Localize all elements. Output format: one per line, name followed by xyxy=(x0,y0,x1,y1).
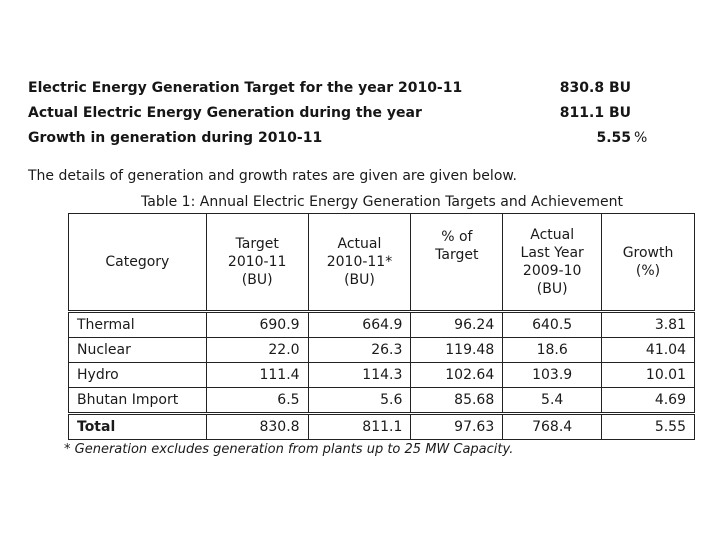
cell-pct: 119.48 xyxy=(410,337,504,363)
cell-target: 22.0 xyxy=(205,337,309,363)
table-row-nuclear: Nuclear 22.0 26.3 119.48 18.6 41.04 xyxy=(68,337,695,363)
cell-target: 830.8 xyxy=(205,413,309,440)
summary-number: 811.1 xyxy=(559,105,605,121)
header-growth: Growth (%) xyxy=(601,213,695,312)
cell-growth: 41.04 xyxy=(601,337,695,363)
cell-last-year: 640.5 xyxy=(502,311,603,338)
cell-growth: 3.81 xyxy=(601,311,695,338)
cell-target: 690.9 xyxy=(205,311,309,338)
summary-label: Electric Energy Generation Target for th… xyxy=(28,80,463,96)
cell-actual: 26.3 xyxy=(307,337,412,363)
summary-number: 830.8 xyxy=(559,80,605,96)
cell-last-year: 18.6 xyxy=(502,337,603,363)
summary-label: Growth in generation during 2010-11 xyxy=(28,130,323,146)
header-line: Growth xyxy=(622,245,674,261)
header-line: Actual xyxy=(337,236,382,252)
table-row-hydro: Hydro 111.4 114.3 102.64 103.9 10.01 xyxy=(68,362,695,388)
cell-target: 6.5 xyxy=(205,387,309,414)
header-line: (%) xyxy=(635,263,661,279)
table-row-total: Total 830.8 811.1 97.63 768.4 5.55 xyxy=(68,413,695,440)
summary-value: 5.55 xyxy=(596,130,631,146)
cell-actual: 5.6 xyxy=(307,387,412,414)
cell-growth: 5.55 xyxy=(601,413,695,440)
cell-category: Total xyxy=(68,413,207,440)
intro-text: The details of generation and growth rat… xyxy=(28,168,517,184)
header-line: 2009-10 xyxy=(522,263,582,279)
summary-label: Actual Electric Energy Generation during… xyxy=(28,105,422,121)
summary-row-target: Electric Energy Generation Target for th… xyxy=(28,76,668,101)
cell-growth: 4.69 xyxy=(601,387,695,414)
cell-pct: 96.24 xyxy=(410,311,504,338)
cell-last-year: 5.4 xyxy=(502,387,603,414)
cell-pct: 97.63 xyxy=(410,413,504,440)
header-line: Category xyxy=(105,254,170,270)
header-line: Target xyxy=(235,236,279,252)
cell-category: Thermal xyxy=(68,311,207,338)
header-line: (BU) xyxy=(241,272,273,288)
header-line: (BU) xyxy=(344,272,375,288)
header-category: Category xyxy=(68,213,207,312)
header-actual: Actual 2010-11* (BU) xyxy=(307,213,412,312)
cell-target: 111.4 xyxy=(205,362,309,388)
header-target: Target 2010-11 (BU) xyxy=(205,213,309,312)
table-row-thermal: Thermal 690.9 664.9 96.24 640.5 3.81 xyxy=(68,311,695,338)
header-line: (BU) xyxy=(536,281,568,297)
table-caption: Table 1: Annual Electric Energy Generati… xyxy=(141,194,623,210)
summary-row-growth: Growth in generation during 2010-11 5.55… xyxy=(28,126,668,151)
table-footnote: * Generation excludes generation from pl… xyxy=(64,442,514,457)
summary-row-actual: Actual Electric Energy Generation during… xyxy=(28,101,668,126)
cell-growth: 10.01 xyxy=(601,362,695,388)
header-line: % of xyxy=(441,229,473,245)
header-line: 2010-11* xyxy=(326,254,393,270)
summary-unit: % xyxy=(634,130,648,146)
header-pct-target: % of Target xyxy=(410,213,504,312)
header-line: Last Year xyxy=(520,245,584,261)
cell-last-year: 768.4 xyxy=(502,413,603,440)
cell-pct: 102.64 xyxy=(410,362,504,388)
cell-actual: 114.3 xyxy=(307,362,412,388)
cell-category: Bhutan Import xyxy=(68,387,207,414)
summary-value: 830.8 BU xyxy=(531,76,631,101)
header-line: 2010-11 xyxy=(227,254,287,270)
summary-block: Electric Energy Generation Target for th… xyxy=(28,76,668,151)
header-line: Target xyxy=(435,247,479,263)
cell-category: Nuclear xyxy=(68,337,207,363)
header-line: Actual xyxy=(530,227,575,243)
table-header-row: Category Target 2010-11 (BU) Actual 2010… xyxy=(68,213,695,312)
summary-value: 811.1 BU xyxy=(531,101,631,126)
header-last-year: Actual Last Year 2009-10 (BU) xyxy=(502,213,603,312)
cell-pct: 85.68 xyxy=(410,387,504,414)
summary-unit: BU xyxy=(608,80,631,96)
cell-last-year: 103.9 xyxy=(502,362,603,388)
cell-category: Hydro xyxy=(68,362,207,388)
table-row-bhutan-import: Bhutan Import 6.5 5.6 85.68 5.4 4.69 xyxy=(68,387,695,414)
cell-actual: 811.1 xyxy=(307,413,412,440)
generation-table: Category Target 2010-11 (BU) Actual 2010… xyxy=(68,213,695,440)
cell-actual: 664.9 xyxy=(307,311,412,338)
summary-unit: BU xyxy=(608,105,631,121)
